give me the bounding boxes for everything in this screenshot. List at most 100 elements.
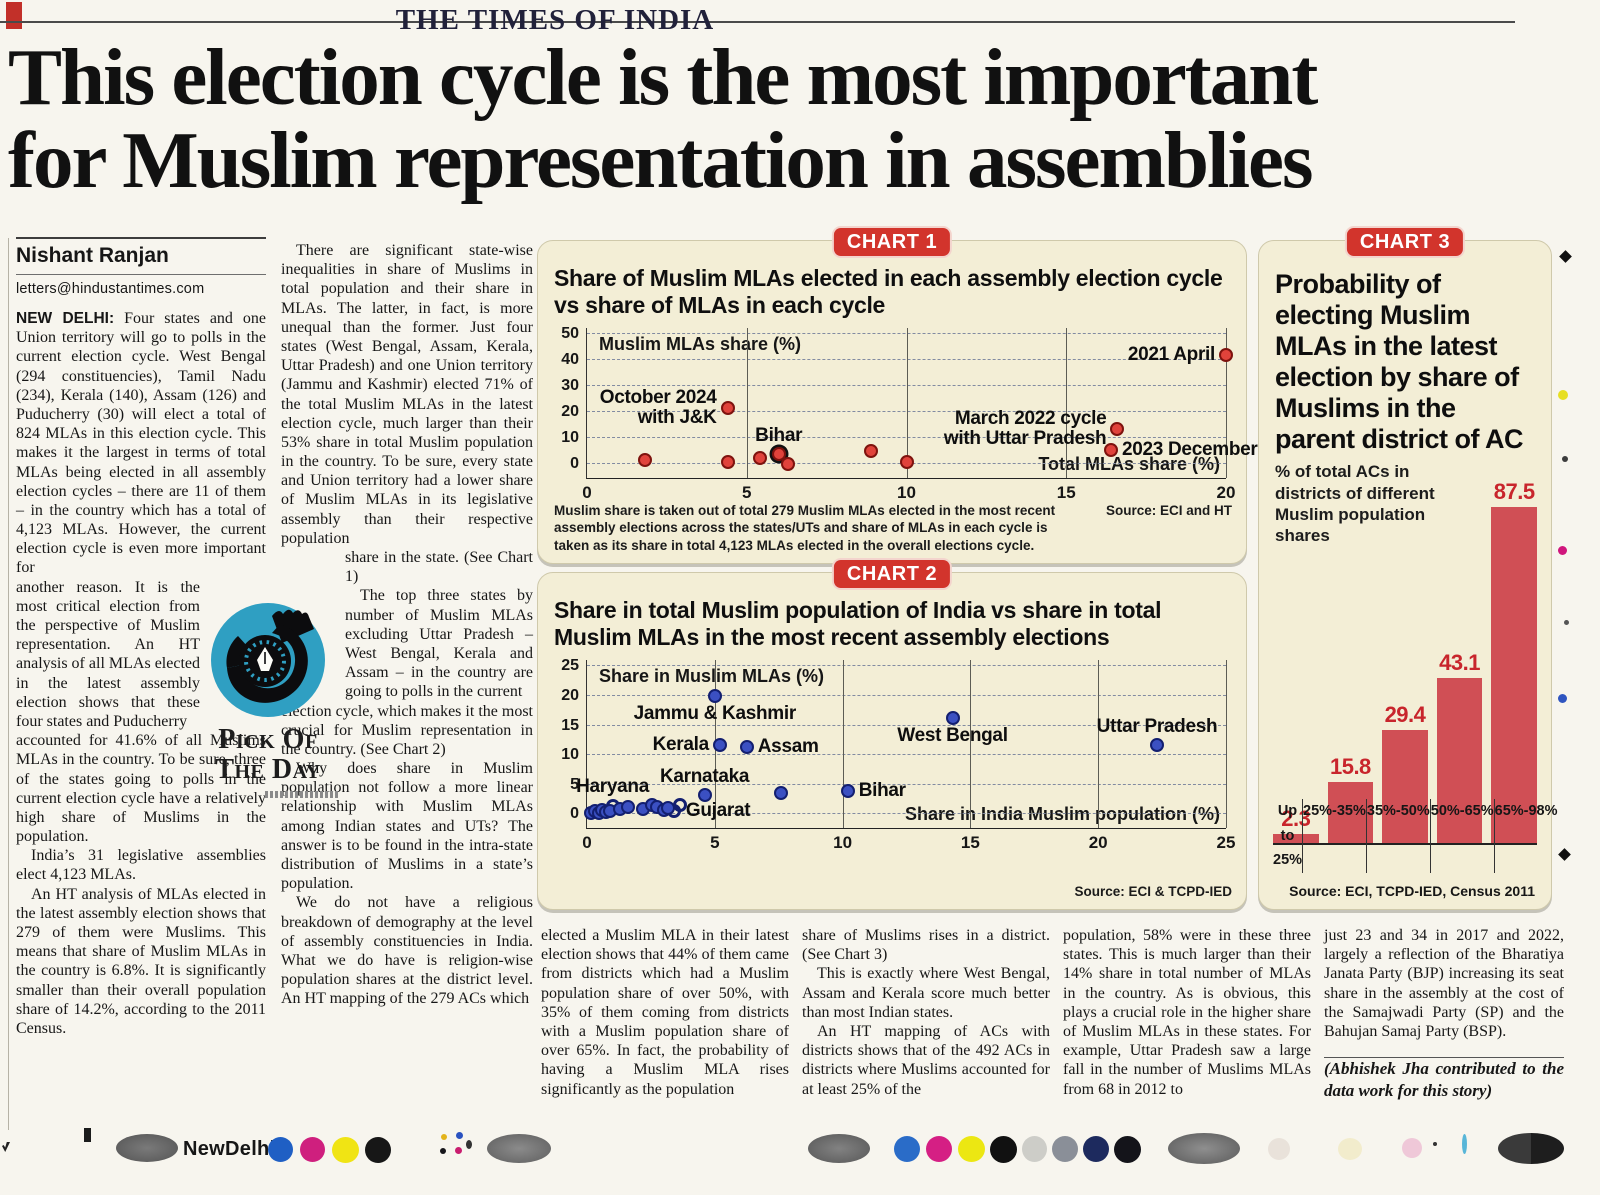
chart1-ylabel: Muslim MLAs share (%) — [599, 334, 802, 355]
v-gridline — [1066, 328, 1068, 479]
x-tick-label: 10 — [897, 483, 916, 503]
chart1-footer: Muslim share is taken out of total 279 M… — [554, 502, 1232, 555]
byline-rule-top — [16, 237, 266, 239]
chart2-footer: Source: ECI & TCPD-IED — [554, 883, 1232, 901]
gray-ellipse-mark — [808, 1134, 870, 1163]
data-point-label: Bihar — [858, 780, 906, 802]
chart3-title: Probability of electing Muslim MLAs in t… — [1275, 269, 1524, 455]
body-text: share in the state. (See Chart 1) — [345, 549, 533, 586]
wrapped-text-block: share in the state. (See Chart 1) The to… — [345, 548, 533, 702]
headline-line1: This election cycle is the most importan… — [8, 32, 1318, 122]
yellow-dot — [332, 1137, 359, 1163]
chart1-panel: CHART 1 Share of Muslim MLAs elected in … — [537, 228, 1258, 564]
chart2-badge: CHART 2 — [833, 560, 951, 588]
data-point — [864, 444, 879, 459]
chart1-xlabel: Total MLAs share (%) — [1038, 454, 1220, 475]
data-point — [899, 454, 914, 469]
chart3-badge: CHART 3 — [1346, 228, 1464, 256]
data-point — [752, 450, 767, 465]
body-text: An HT mapping of ACs with districts show… — [802, 1022, 1050, 1098]
body-text: Why does share in Muslim population not … — [281, 760, 533, 893]
data-point: October 2024 with J&K — [600, 388, 735, 428]
tiny-dot — [440, 1148, 446, 1154]
tiny-dot — [456, 1132, 463, 1139]
registration-mark-gray — [1562, 456, 1568, 462]
y-tick-label: 40 — [561, 351, 579, 369]
paragraph: NEW DELHI: Four states and one Union ter… — [16, 309, 266, 578]
data-point-label: 2023 December — [1121, 439, 1258, 461]
body-text: There are significant state-wise inequal… — [281, 242, 533, 547]
data-point-label: Assam — [757, 736, 819, 758]
data-point: Karnataka — [660, 766, 749, 802]
headline: This election cycle is the most importan… — [8, 35, 1593, 206]
chart1-badge: CHART 1 — [833, 228, 951, 256]
bar-category-label: 65%-98% — [1493, 799, 1558, 873]
chart3-subtitle: % of total ACs in districts of different… — [1275, 462, 1435, 546]
x-tick-label: 10 — [833, 833, 853, 853]
chart2-panel: CHART 2 Share in total Muslim population… — [537, 560, 1247, 910]
body-text: just 23 and 34 in 2017 and 2022, largely… — [1324, 927, 1564, 1040]
navy-dot — [1083, 1136, 1109, 1162]
data-point: Kerala — [653, 734, 727, 754]
byline-author: Nishant Ranjan — [16, 244, 169, 267]
bar-value-label: 29.4 — [1384, 702, 1426, 728]
data-point-label: Karnataka — [659, 765, 750, 787]
body-text: share of Muslims rises in a district. (S… — [802, 927, 1050, 964]
data-point — [720, 454, 735, 469]
bar-rect — [1273, 834, 1319, 843]
pick-of-day-line1: Pick Of — [218, 724, 318, 755]
h-gridline — [587, 813, 1226, 815]
bar-value-label: 15.8 — [1329, 754, 1371, 780]
data-point: 2021 April — [1128, 345, 1233, 365]
registration-mark-blue — [1558, 694, 1567, 703]
body-text: We do not have a religious breakdown of … — [281, 894, 533, 1008]
y-tick-label: 20 — [561, 686, 579, 704]
y-tick-label: 25 — [561, 657, 579, 675]
bar-category-label: 35%-50% — [1365, 799, 1430, 873]
data-point — [774, 786, 789, 801]
tiny-dot — [441, 1134, 447, 1140]
y-tick-label: 20 — [561, 403, 579, 421]
gray-ellipse-mark — [116, 1134, 178, 1162]
body-text: accounted for 41.6% of all Muslims MLAs … — [16, 732, 266, 846]
black-dot — [1114, 1136, 1141, 1163]
registration-mark-yellow — [1558, 390, 1568, 400]
tiny-dot — [1433, 1142, 1437, 1146]
y-tick-label: 15 — [561, 716, 579, 734]
data-point-label: West Bengal — [897, 724, 1008, 746]
chart2-title: Share in total Muslim population of Indi… — [554, 597, 1162, 650]
y-tick-label: 0 — [570, 805, 579, 823]
black-dot — [990, 1136, 1017, 1163]
data-point — [781, 456, 796, 471]
dark-ellipse-mark — [1498, 1133, 1564, 1164]
chart3-categories: Up to 25% 25%-35% 35%-50% 50%-65% 65%-98% — [1273, 799, 1558, 873]
bar-rect — [1327, 782, 1374, 843]
tiny-dot — [466, 1140, 472, 1149]
body-text: election cycle, which makes it the most … — [281, 702, 533, 758]
registration-mark-black — [1559, 250, 1572, 263]
gray-ellipse-mark — [1168, 1133, 1240, 1164]
data-point-label: October 2024 with J&K — [599, 387, 717, 429]
headline-line2: for Muslim representation in assemblies — [8, 115, 1313, 206]
print-registration-strip: NewDelhi — [0, 1128, 1600, 1195]
tiny-dot — [455, 1147, 462, 1154]
bar: 87.5 — [1491, 479, 1537, 843]
x-tick-label: 15 — [1056, 483, 1076, 503]
data-point: Jammu & Kashmir — [634, 688, 796, 723]
data-point: Bihar — [840, 781, 906, 801]
data-point — [620, 800, 635, 815]
cyan-dot — [268, 1137, 293, 1162]
v-gridline — [1098, 660, 1100, 829]
v-gridline — [842, 660, 844, 829]
pick-of-the-day-badge: Pick Of The Day — [197, 600, 339, 799]
gray-dot — [1052, 1136, 1078, 1162]
v-gridline — [1226, 328, 1227, 479]
chart3-panel: CHART 3 Probability of electing Muslim M… — [1258, 228, 1558, 910]
bottom-column-4: just 23 and 34 in 2017 and 2022, largely… — [1324, 926, 1564, 1102]
bar: 29.4 — [1382, 702, 1428, 843]
chart3-bars: 2.3 15.8 29.4 43.1 87.5 — [1273, 477, 1537, 845]
body-text: The top three states by number of Muslim… — [345, 587, 533, 701]
data-point-label: Bihar — [755, 425, 803, 447]
y-tick-label: 0 — [570, 455, 579, 473]
